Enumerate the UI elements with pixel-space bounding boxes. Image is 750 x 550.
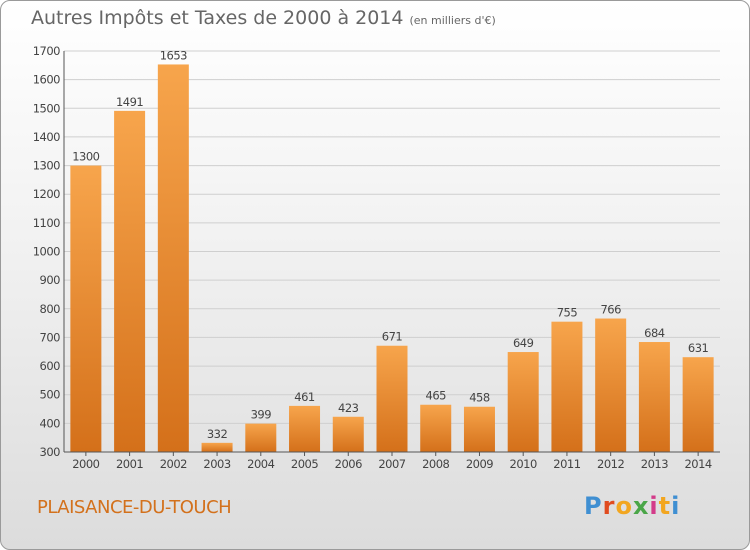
y-tick-label: 600	[40, 359, 61, 373]
bar	[420, 404, 452, 452]
bar	[70, 165, 102, 453]
data-label: 766	[600, 303, 621, 317]
data-label: 755	[557, 306, 578, 320]
x-tick-label: 2009	[466, 457, 493, 471]
x-tick-label: 2012	[597, 457, 624, 471]
bar	[245, 423, 277, 452]
y-tick-label: 900	[40, 273, 61, 287]
y-tick-label: 400	[40, 416, 61, 430]
x-tick-label: 2002	[160, 457, 187, 471]
bar	[332, 416, 364, 452]
x-tick-label: 2001	[116, 457, 143, 471]
bar	[463, 406, 495, 452]
data-label: 461	[294, 390, 315, 404]
x-tick-label: 2007	[378, 457, 405, 471]
data-label: 465	[426, 389, 447, 403]
x-tick-label: 2006	[335, 457, 362, 471]
y-tick-label: 1500	[33, 101, 60, 115]
data-label: 1653	[160, 48, 187, 62]
y-tick-label: 1700	[33, 44, 60, 58]
commune-name: PLAISANCE-DU-TOUCH	[37, 497, 232, 518]
data-label: 458	[469, 391, 490, 405]
y-tick-label: 500	[40, 388, 61, 402]
y-tick-label: 1600	[33, 73, 60, 87]
x-tick-label: 2014	[684, 457, 711, 471]
bar	[114, 110, 146, 452]
data-label: 1300	[72, 150, 99, 164]
x-tick-label: 2008	[422, 457, 449, 471]
data-label: 1491	[116, 95, 143, 109]
bar	[682, 357, 714, 452]
x-tick-label: 2004	[247, 457, 274, 471]
y-tick-label: 1200	[33, 187, 60, 201]
x-tick-label: 2010	[510, 457, 537, 471]
bar	[289, 405, 321, 452]
bar	[376, 345, 408, 452]
bar	[595, 318, 627, 452]
logo-letter: t	[658, 492, 672, 520]
bar	[551, 321, 583, 452]
logo-letter: i	[671, 492, 681, 520]
x-tick-label: 2011	[553, 457, 580, 471]
x-tick-label: 2005	[291, 457, 318, 471]
bar	[201, 442, 233, 452]
data-label: 671	[382, 330, 403, 344]
y-tick-label: 800	[40, 302, 61, 316]
y-tick-label: 1300	[33, 159, 60, 173]
y-tick-label: 300	[40, 445, 61, 459]
data-label: 631	[688, 341, 709, 355]
data-label: 423	[338, 401, 359, 415]
y-tick-label: 1100	[33, 216, 60, 230]
data-label: 684	[644, 326, 665, 340]
logo-letter: P	[584, 492, 603, 520]
x-tick-label: 2003	[203, 457, 230, 471]
bar	[507, 352, 539, 452]
data-label: 332	[207, 427, 228, 441]
bar	[638, 342, 670, 452]
logo-letter: x	[632, 492, 650, 520]
data-label: 649	[513, 336, 534, 350]
y-tick-label: 700	[40, 330, 61, 344]
y-tick-label: 1000	[33, 245, 60, 259]
chart-title-text: Autres Impôts et Taxes de 2000 à 2014	[31, 7, 404, 29]
proxiti-logo[interactable]: Proxiti	[584, 492, 680, 520]
chart-unit: (en milliers d'€)	[409, 14, 496, 27]
chart-title: Autres Impôts et Taxes de 2000 à 2014 (en…	[31, 7, 496, 29]
logo-letter: r	[602, 492, 616, 520]
bar	[157, 64, 189, 452]
logo-letter: o	[615, 492, 633, 520]
logo-letter: i	[649, 492, 659, 520]
y-tick-label: 1400	[33, 130, 60, 144]
x-tick-label: 2013	[641, 457, 668, 471]
x-tick-label: 2000	[72, 457, 99, 471]
data-label: 399	[251, 408, 272, 422]
